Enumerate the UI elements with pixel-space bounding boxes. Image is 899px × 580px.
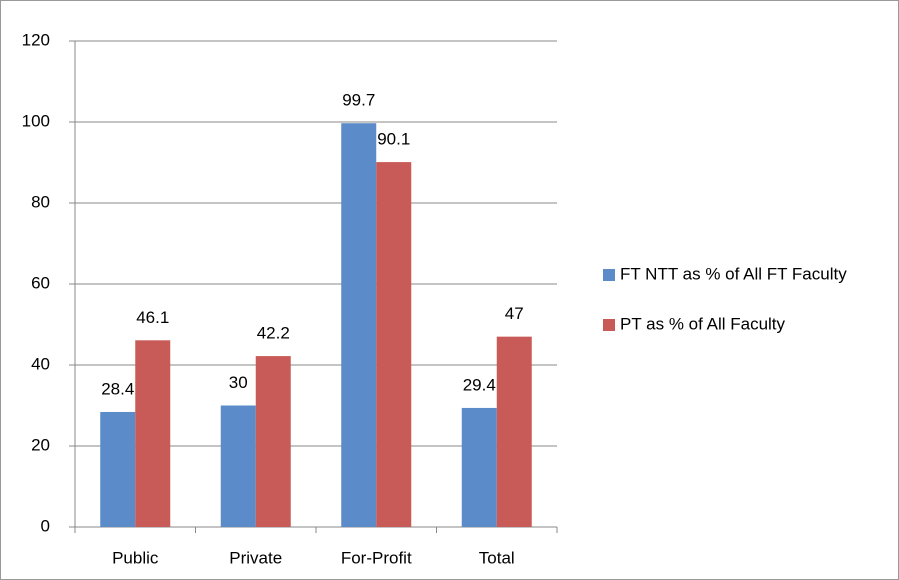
x-tick-label: Public [112, 548, 159, 567]
x-tick-label: Total [479, 548, 515, 567]
bar [100, 411, 136, 527]
y-tick-label: 100 [22, 111, 50, 130]
y-tick-label: 40 [31, 354, 50, 373]
data-label: 28.4 [101, 379, 134, 398]
y-tick-label: 0 [41, 516, 50, 535]
x-tick-label: Private [229, 548, 282, 567]
bar [461, 407, 497, 527]
y-tick-label: 120 [22, 30, 50, 49]
y-tick-label: 60 [31, 273, 50, 292]
x-tick-label: For-Profit [341, 548, 412, 567]
data-label: 46.1 [136, 308, 169, 327]
data-label: 30 [229, 373, 248, 392]
bar [220, 405, 256, 527]
data-label: 42.2 [257, 324, 290, 343]
bar [496, 336, 532, 527]
legend-label: PT as % of All Faculty [620, 314, 786, 333]
data-label: 47 [505, 304, 524, 323]
data-label: 99.7 [342, 91, 375, 110]
data-label: 90.1 [377, 130, 410, 149]
legend-label: FT NTT as % of All FT Faculty [620, 264, 847, 283]
bar [255, 356, 291, 527]
legend-swatch [603, 269, 615, 281]
y-tick-label: 80 [31, 192, 50, 211]
legend-swatch [603, 319, 615, 331]
bar [341, 123, 377, 527]
data-label: 29.4 [463, 375, 496, 394]
bar [135, 340, 171, 527]
y-tick-label: 20 [31, 435, 50, 454]
bar [376, 162, 412, 527]
